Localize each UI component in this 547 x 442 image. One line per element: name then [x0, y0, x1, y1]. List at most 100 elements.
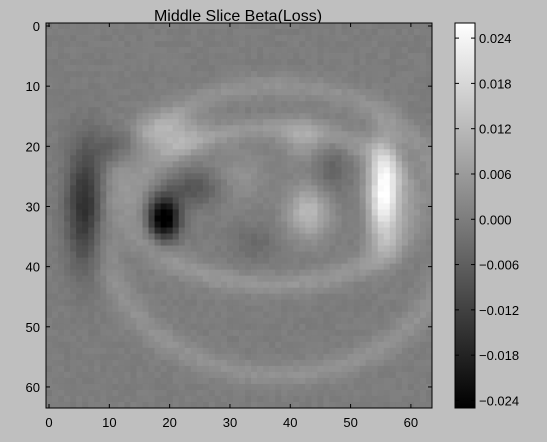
heatmap-cell [124, 377, 131, 385]
heatmap-cell [311, 209, 318, 216]
heatmap-cell [245, 53, 252, 60]
heatmap-cell [359, 365, 367, 373]
heatmap-cell [341, 371, 348, 379]
heatmap-cell [202, 341, 210, 349]
heatmap-cell [46, 71, 53, 78]
heatmap-cell [178, 137, 186, 144]
heatmap-cell [70, 371, 77, 379]
heatmap-cell [341, 47, 348, 54]
heatmap-cell [359, 35, 367, 42]
heatmap-cell [220, 263, 228, 270]
heatmap-cell [245, 377, 252, 385]
heatmap-cell [208, 233, 216, 240]
heatmap-cell [359, 197, 367, 204]
heatmap-cell [232, 329, 240, 337]
heatmap-cell [359, 389, 367, 397]
heatmap-cell [419, 353, 427, 361]
heatmap-cell [202, 107, 210, 114]
heatmap-cell [94, 311, 101, 319]
heatmap-cell [305, 101, 312, 108]
heatmap-cell [88, 389, 95, 397]
heatmap-cell [359, 377, 367, 385]
heatmap-cell [299, 161, 306, 168]
heatmap-cell [407, 347, 415, 355]
heatmap-cell [124, 149, 131, 156]
heatmap-cell [251, 119, 258, 126]
heatmap-cell [389, 227, 397, 234]
heatmap-cell [413, 389, 421, 397]
heatmap-cell [124, 59, 131, 66]
heatmap-cell [251, 383, 258, 391]
heatmap-cell [251, 203, 258, 210]
heatmap-cell [178, 329, 186, 337]
heatmap-cell [76, 317, 83, 325]
heatmap-cell [323, 179, 330, 186]
heatmap-cell [257, 185, 264, 192]
heatmap-cell [377, 161, 385, 168]
heatmap-cell [118, 203, 125, 210]
heatmap-cell [263, 107, 270, 114]
heatmap-cell [239, 197, 246, 204]
heatmap-cell [118, 323, 125, 331]
heatmap-cell [142, 89, 149, 96]
heatmap-cell [269, 23, 276, 30]
heatmap-cell [148, 161, 155, 168]
heatmap-cell [269, 251, 276, 258]
heatmap-cell [160, 395, 167, 403]
heatmap-cell [160, 323, 167, 331]
heatmap-cell [353, 269, 360, 277]
heatmap-cell [383, 227, 391, 234]
heatmap-cell [184, 143, 192, 150]
heatmap-cell [148, 317, 155, 325]
heatmap-cell [425, 47, 433, 54]
heatmap-cell [208, 173, 216, 180]
heatmap-cell [148, 89, 155, 96]
heatmap-cell [251, 173, 258, 180]
heatmap-cell [136, 341, 143, 349]
heatmap-cell [220, 215, 228, 222]
heatmap-cell [407, 257, 415, 264]
heatmap-cell [359, 167, 367, 174]
heatmap-cell [76, 323, 83, 331]
heatmap-cell [395, 29, 403, 36]
heatmap-cell [425, 185, 433, 192]
heatmap-cell [46, 389, 53, 397]
heatmap-cell [202, 233, 210, 240]
heatmap-cell [160, 317, 167, 325]
heatmap-cell [166, 179, 174, 186]
heatmap-cell [371, 371, 379, 379]
heatmap-cell [347, 119, 354, 126]
heatmap-cell [220, 353, 228, 361]
heatmap-cell [136, 173, 143, 180]
heatmap-cell [251, 53, 258, 60]
heatmap-cell [395, 257, 403, 264]
x-tick-label: 20 [162, 415, 176, 430]
heatmap-cell [347, 203, 354, 210]
heatmap-cell [46, 191, 53, 198]
heatmap-cell [208, 155, 216, 162]
heatmap-cell [76, 401, 83, 409]
heatmap-cell [184, 341, 192, 349]
heatmap-cell [208, 209, 216, 216]
heatmap-cell [269, 71, 276, 78]
heatmap-cell [214, 323, 222, 331]
heatmap-cell [142, 125, 149, 132]
heatmap-cell [365, 239, 373, 246]
heatmap-cell [323, 383, 330, 391]
heatmap-cell [317, 353, 324, 361]
heatmap-cell [94, 59, 101, 66]
heatmap-cell [148, 29, 155, 36]
x-tick-label: 10 [102, 415, 116, 430]
heatmap-cell [88, 119, 95, 126]
heatmap-cell [389, 29, 397, 36]
heatmap-cell [413, 371, 421, 379]
heatmap-cell [214, 161, 222, 168]
heatmap-cell [341, 359, 348, 367]
heatmap-cell [58, 227, 65, 234]
heatmap-cell [46, 101, 53, 108]
heatmap-cell [257, 251, 264, 258]
heatmap-cell [311, 233, 318, 240]
heatmap-cell [58, 353, 65, 361]
heatmap-cell [118, 317, 125, 325]
heatmap-cell [293, 323, 300, 331]
